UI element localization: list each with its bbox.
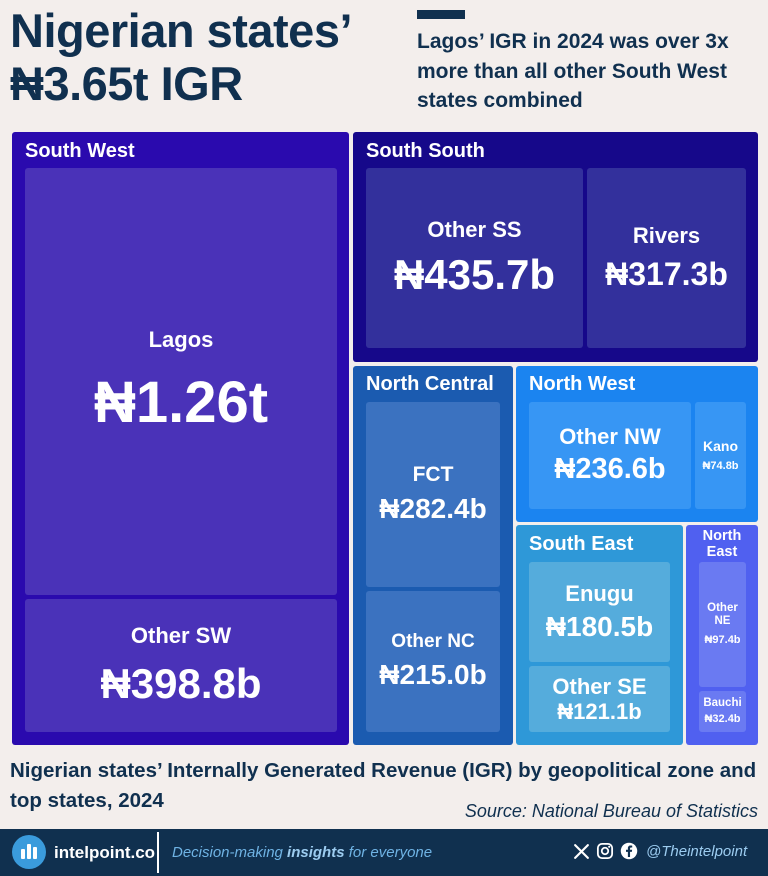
tile-label-fct: FCT: [412, 463, 454, 487]
source-note: Source: National Bureau of Statistics: [464, 801, 758, 821]
page-title: Nigerian states’ ₦3.65t IGR: [10, 4, 353, 110]
tagline: Decision-making insights for everyone: [172, 844, 432, 861]
tile-other-ss[interactable]: Other SS ₦435.7b: [366, 168, 583, 348]
brand-name[interactable]: intelpoint.co: [54, 843, 156, 862]
tile-fct[interactable]: FCT ₦282.4b: [366, 402, 500, 587]
title-line-1: Nigerian states’: [10, 4, 353, 57]
tile-bauchi[interactable]: Bauchi ₦32.4b: [699, 691, 746, 732]
zone-label-north-central: North Central: [366, 373, 494, 395]
social-links: @Theintelpoint: [573, 842, 747, 860]
tile-value-other-sw: ₦398.8b: [100, 660, 262, 707]
tile-value-other-ne: ₦97.4b: [704, 634, 741, 647]
tagline-post: for everyone: [344, 844, 433, 861]
tile-value-rivers: ₦317.3b: [605, 256, 728, 293]
tile-label-other-ss: Other SS: [427, 217, 522, 243]
zone-label-south-south: South South: [366, 140, 485, 162]
tile-label-other-ne: Other NE: [707, 601, 738, 628]
zone-label-north-east: North East: [702, 528, 742, 560]
tile-value-enugu: ₦180.5b: [545, 610, 654, 642]
tagline-pre: Decision-making: [172, 844, 288, 861]
facebook-icon[interactable]: [620, 842, 638, 860]
zone-label-south-west: South West: [25, 140, 135, 162]
zone-label-south-east: South East: [529, 533, 634, 555]
tile-lagos[interactable]: Lagos ₦1.26t: [25, 168, 337, 595]
tile-label-other-se: Other SE: [552, 673, 647, 699]
tile-value-lagos: ₦1.26t: [93, 369, 269, 435]
tile-enugu[interactable]: Enugu ₦180.5b: [529, 562, 670, 662]
accent-bar: [417, 10, 465, 19]
tile-value-other-se: ₦121.1b: [557, 699, 642, 724]
tile-other-nc[interactable]: Other NC ₦215.0b: [366, 591, 500, 732]
tagline-bold: insights: [287, 844, 345, 861]
zone-north-west: North West: [516, 366, 758, 522]
tile-rivers[interactable]: Rivers ₦317.3b: [587, 168, 746, 348]
tile-value-fct: ₦282.4b: [379, 493, 487, 525]
tile-label-lagos: Lagos: [148, 326, 214, 352]
tile-value-bauchi: ₦32.4b: [704, 713, 741, 726]
tile-value-kano: ₦74.8b: [702, 460, 739, 473]
tile-label-bauchi: Bauchi: [703, 697, 742, 710]
zone-north-east: North East: [686, 525, 758, 745]
zone-label-north-west: North West: [529, 373, 636, 395]
tile-label-kano: Kano: [703, 438, 738, 455]
title-line-2: ₦3.65t IGR: [10, 57, 243, 110]
tile-label-enugu: Enugu: [565, 581, 634, 607]
tile-label-other-nw: Other NW: [559, 424, 661, 450]
tile-other-sw[interactable]: Other SW ₦398.8b: [25, 599, 337, 732]
tile-label-other-nc: Other NC: [391, 631, 475, 653]
zone-south-west: South West: [12, 132, 349, 745]
zone-south-south: South South: [353, 132, 758, 362]
zone-north-central: North Central: [353, 366, 513, 745]
tile-value-other-ss: ₦435.7b: [393, 250, 556, 298]
tile-other-se[interactable]: Other SE ₦121.1b: [529, 666, 670, 732]
footer-bar: intelpoint.co Decision-making insights f…: [0, 829, 768, 876]
x-icon[interactable]: [573, 843, 590, 860]
tile-value-other-nw: ₦236.6b: [554, 453, 666, 486]
tile-value-other-nc: ₦215.0b: [379, 659, 487, 691]
instagram-icon[interactable]: [596, 842, 614, 860]
social-handle[interactable]: @Theintelpoint: [646, 842, 748, 860]
tile-other-ne[interactable]: Other NE ₦97.4b: [699, 562, 746, 687]
subtitle: Lagos’ IGR in 2024 was over 3x more than…: [417, 30, 729, 112]
chart-caption: Nigerian states’ Internally Generated Re…: [10, 759, 757, 812]
tile-label-rivers: Rivers: [632, 222, 701, 248]
tile-other-nw[interactable]: Other NW ₦236.6b: [529, 402, 691, 509]
tile-label-other-sw: Other SW: [130, 622, 232, 648]
bar-chart-logo-icon: [12, 835, 46, 869]
tile-kano[interactable]: Kano ₦74.8b: [695, 402, 746, 509]
zone-south-east: South East: [516, 525, 683, 745]
footer-divider: [157, 832, 159, 873]
